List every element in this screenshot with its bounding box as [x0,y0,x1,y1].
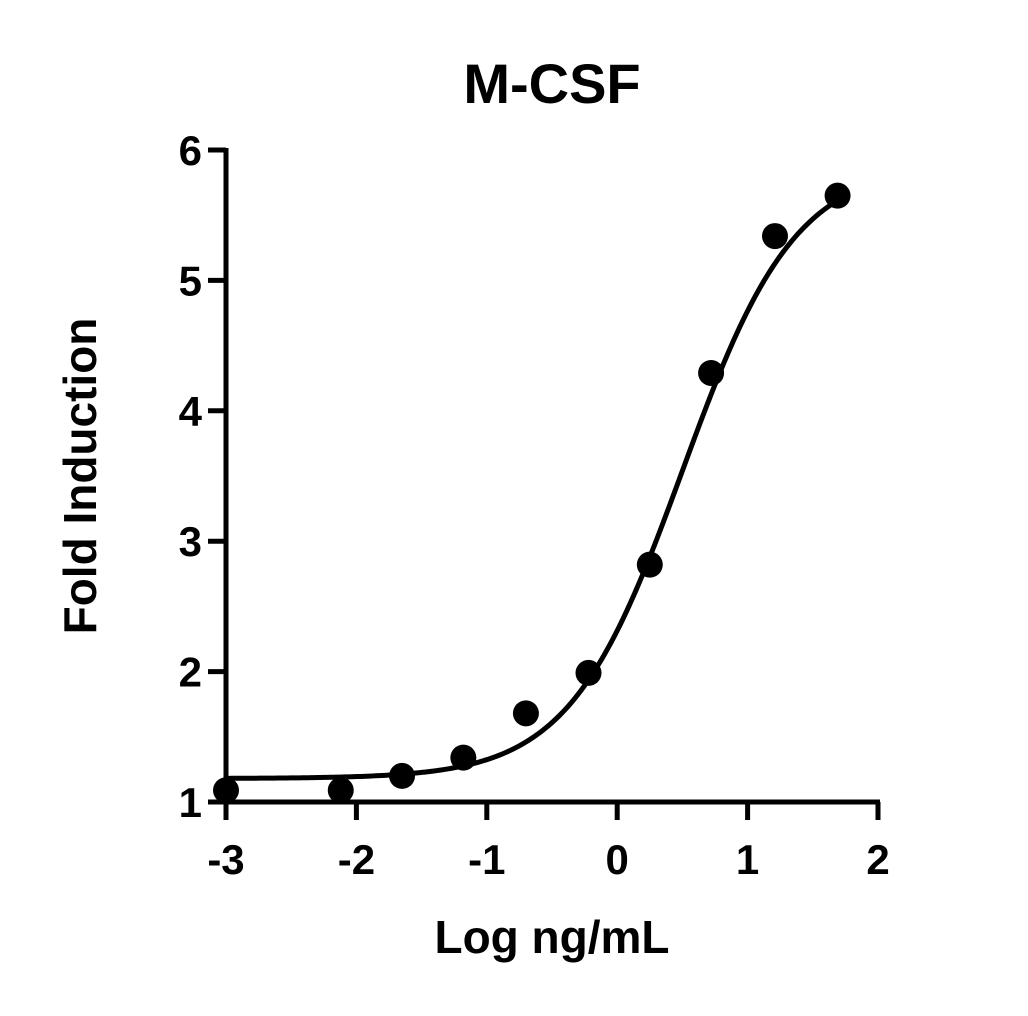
data-points [213,182,851,804]
x-axis-label: Log ng/mL [434,911,669,963]
x-tick-label: 0 [606,836,629,883]
data-point [389,762,416,789]
data-point [575,659,602,686]
y-tick-label: 4 [179,388,203,435]
data-point [327,777,354,804]
x-tick-label: -2 [338,836,375,883]
x-tick-label: -1 [468,836,505,883]
fit-curve [225,198,839,781]
chart-title: M-CSF [463,52,640,115]
data-point [512,700,539,727]
x-tick-label: 2 [866,836,889,883]
fit-curve-group [225,198,839,781]
data-point [213,777,239,804]
y-tick-label: 5 [179,257,202,304]
data-point [450,744,477,771]
y-tick-label: 1 [179,779,202,826]
axes: 1 2 3 4 5 6 -3 -2 -1 0 1 2 [179,127,890,883]
data-point [698,359,725,386]
y-tick-label: 3 [179,518,202,565]
x-tick-label: 1 [736,836,759,883]
y-axis-label: Fold Induction [54,318,106,635]
y-tick-label: 6 [179,127,202,174]
y-tick-label: 2 [179,649,202,696]
data-point [636,551,663,578]
data-point [761,223,788,250]
data-point [824,182,851,209]
x-tick-label: -3 [207,836,244,883]
